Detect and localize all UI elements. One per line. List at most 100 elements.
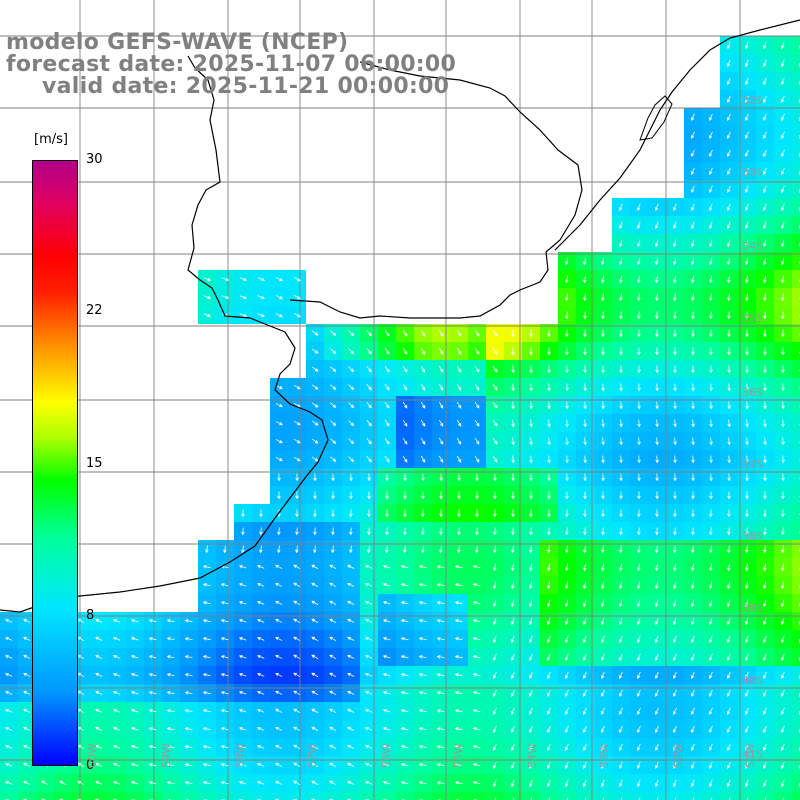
wind-arrow xyxy=(400,619,409,623)
wind-arrow xyxy=(166,691,175,695)
wind-speed-cell xyxy=(792,666,800,684)
wind-arrow xyxy=(241,509,245,518)
wind-arrow xyxy=(636,635,641,644)
wind-arrow xyxy=(547,329,551,338)
wind-arrow xyxy=(347,780,355,785)
wind-arrow xyxy=(311,618,319,624)
wind-arrow xyxy=(691,473,695,482)
wind-arrow xyxy=(436,673,445,677)
wind-arrow xyxy=(745,329,749,338)
wind-arrow xyxy=(565,383,569,392)
wind-arrow xyxy=(654,707,659,715)
wind-arrow xyxy=(691,311,695,320)
wind-arrow xyxy=(727,563,731,572)
wind-arrow xyxy=(331,473,335,482)
wind-arrow xyxy=(202,673,211,677)
wind-arrow xyxy=(238,708,247,713)
wind-arrow xyxy=(655,509,659,518)
wind-arrow xyxy=(547,473,551,482)
wind-arrow xyxy=(762,779,767,788)
wind-arrow xyxy=(636,221,641,230)
wind-arrow xyxy=(708,671,713,679)
wind-arrow xyxy=(220,709,229,713)
wind-arrow xyxy=(313,527,317,536)
wind-arrow xyxy=(23,780,31,785)
wind-arrow xyxy=(565,419,569,428)
wind-arrow xyxy=(564,599,569,608)
wind-arrow xyxy=(744,761,749,770)
wind-arrow xyxy=(726,689,731,697)
wind-arrow xyxy=(418,583,427,587)
wind-arrow xyxy=(528,635,533,644)
wind-arrow xyxy=(330,384,337,390)
wind-arrow xyxy=(220,781,229,785)
wind-arrow xyxy=(330,366,337,372)
wind-arrow xyxy=(166,655,175,659)
wind-arrow xyxy=(166,745,175,749)
wind-speed-cell xyxy=(630,792,648,800)
wind-arrow xyxy=(510,761,515,770)
wind-speed-cell xyxy=(720,792,738,800)
wind-arrow xyxy=(382,780,391,785)
wind-arrow xyxy=(726,149,731,157)
wind-arrow xyxy=(763,257,767,266)
wind-arrow xyxy=(726,59,731,68)
wind-arrow xyxy=(690,149,695,157)
wind-speed-cell xyxy=(792,756,800,774)
wind-arrow xyxy=(763,275,767,284)
wind-arrow xyxy=(275,313,283,318)
wind-arrow xyxy=(745,347,749,356)
wind-arrow xyxy=(780,761,785,770)
wind-arrow xyxy=(655,527,659,536)
wind-arrow xyxy=(95,690,103,695)
wind-arrow xyxy=(472,655,481,659)
wind-arrow xyxy=(726,743,731,751)
wind-arrow xyxy=(148,691,157,695)
wind-arrow xyxy=(329,618,337,624)
wind-arrow xyxy=(166,709,175,713)
wind-arrow xyxy=(275,385,283,390)
wind-arrow xyxy=(690,707,695,715)
wind-arrow xyxy=(331,545,335,554)
wind-arrow xyxy=(583,581,587,590)
wind-arrow xyxy=(529,401,533,410)
wind-speed-cell xyxy=(792,504,800,522)
wind-arrow xyxy=(546,689,551,697)
wind-arrow xyxy=(709,401,713,410)
wind-arrow xyxy=(655,437,659,446)
wind-arrow xyxy=(275,744,283,749)
wind-arrow xyxy=(311,780,319,786)
wind-arrow xyxy=(745,491,749,500)
wind-arrow xyxy=(366,456,372,463)
wind-arrow xyxy=(692,797,695,800)
wind-arrow xyxy=(454,763,463,767)
wind-arrow xyxy=(547,581,551,590)
wind-arrow xyxy=(619,545,623,554)
wind-arrow xyxy=(275,564,283,569)
wind-arrow xyxy=(95,726,103,731)
wind-speed-cell xyxy=(792,684,800,702)
wind-arrow xyxy=(510,653,515,661)
wind-speed-cell xyxy=(306,792,324,800)
wind-arrow xyxy=(256,582,265,587)
wind-arrow xyxy=(382,600,391,605)
wind-arrow xyxy=(762,671,767,679)
wind-arrow xyxy=(347,618,355,623)
wind-speed-cell xyxy=(792,738,800,756)
wind-arrow xyxy=(382,762,391,767)
wind-arrow xyxy=(474,329,480,337)
wind-arrow xyxy=(275,780,283,785)
wind-arrow xyxy=(636,761,641,770)
wind-arrow xyxy=(762,95,767,103)
wind-arrow xyxy=(691,437,695,446)
wind-arrow xyxy=(709,473,713,482)
wind-arrow xyxy=(202,763,211,767)
wind-arrow xyxy=(726,599,731,608)
wind-arrow xyxy=(690,653,695,661)
wind-arrow xyxy=(636,707,641,715)
wind-arrow xyxy=(23,672,31,677)
wind-arrow xyxy=(565,257,569,266)
wind-arrow xyxy=(275,690,283,695)
wind-arrow xyxy=(220,601,229,605)
